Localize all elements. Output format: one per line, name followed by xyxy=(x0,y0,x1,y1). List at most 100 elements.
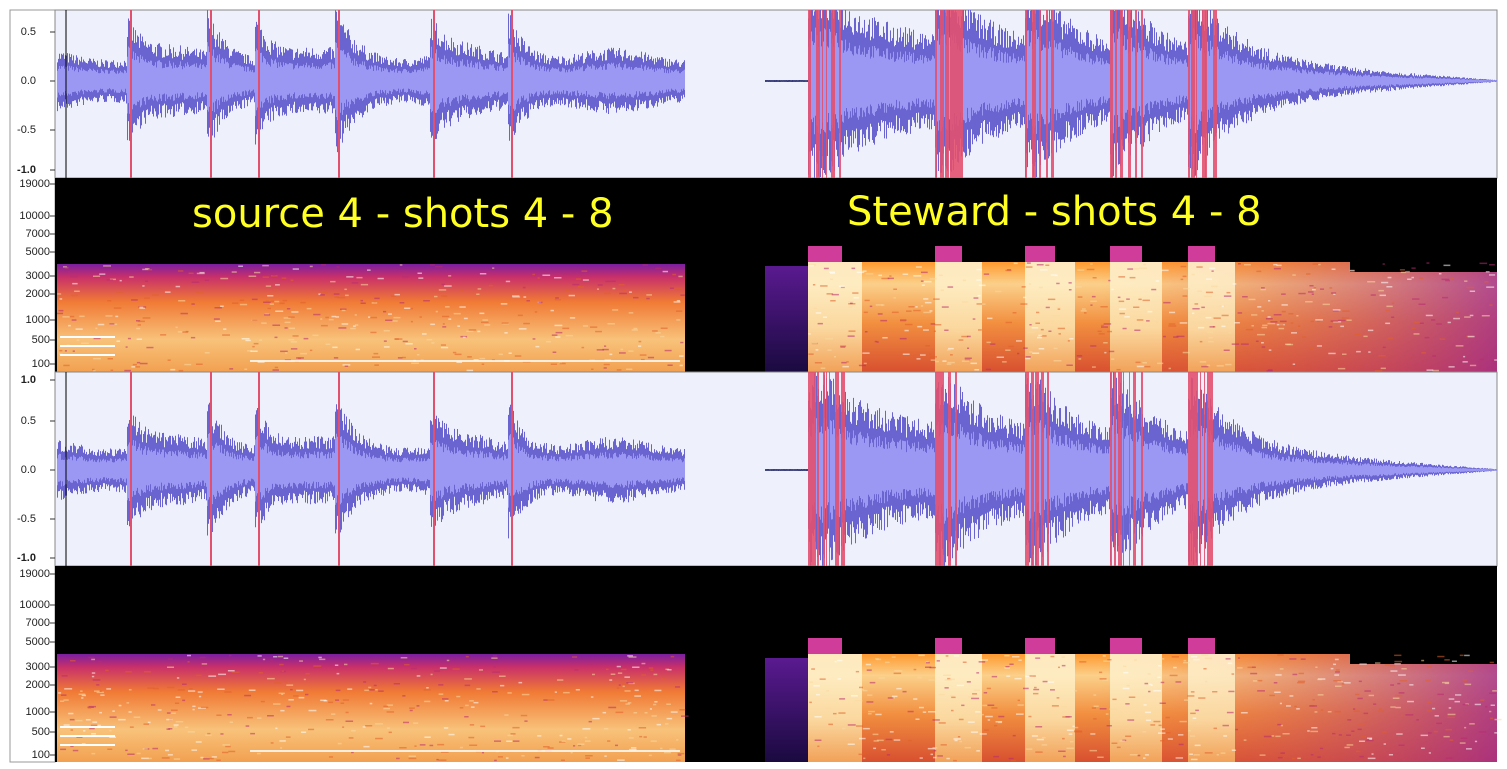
noise xyxy=(1216,365,1224,367)
noise xyxy=(1469,314,1474,317)
noise xyxy=(72,282,78,285)
noise xyxy=(399,264,403,266)
noise xyxy=(609,353,613,356)
noise xyxy=(145,280,149,282)
noise xyxy=(265,285,272,287)
noise xyxy=(200,756,204,759)
noise xyxy=(1225,658,1231,660)
noise xyxy=(320,324,328,327)
noise xyxy=(1144,711,1152,714)
noise xyxy=(89,727,95,730)
noise xyxy=(126,702,130,704)
noise xyxy=(878,274,882,277)
noise xyxy=(1359,663,1367,665)
noise xyxy=(603,367,607,369)
noise xyxy=(946,363,952,365)
clip-marker xyxy=(1025,10,1027,178)
noise xyxy=(1062,737,1065,740)
noise xyxy=(282,299,288,302)
noise xyxy=(168,658,173,660)
noise xyxy=(1148,690,1151,693)
noise xyxy=(1368,351,1371,353)
noise xyxy=(676,739,679,741)
noise xyxy=(1332,310,1339,312)
tone-line xyxy=(250,750,680,752)
noise xyxy=(291,311,299,313)
noise xyxy=(554,324,563,327)
noise xyxy=(1426,710,1433,712)
noise xyxy=(907,710,914,713)
noise xyxy=(205,734,212,736)
noise xyxy=(254,271,261,274)
noise xyxy=(176,677,180,679)
noise xyxy=(1340,325,1345,328)
noise xyxy=(1137,754,1141,757)
noise xyxy=(1394,663,1401,665)
noise xyxy=(68,712,74,715)
noise xyxy=(916,358,921,360)
noise xyxy=(148,268,153,271)
noise xyxy=(112,710,115,712)
noise xyxy=(504,332,508,334)
clip-marker xyxy=(1207,372,1210,566)
noise xyxy=(954,739,958,742)
noise xyxy=(957,736,961,738)
noise xyxy=(1464,316,1471,318)
noise xyxy=(500,303,508,305)
noise xyxy=(667,364,673,366)
noise xyxy=(523,322,530,325)
noise xyxy=(1025,357,1031,360)
noise xyxy=(1244,264,1251,266)
noise xyxy=(303,337,309,340)
noise xyxy=(884,661,890,664)
noise xyxy=(535,345,540,348)
noise xyxy=(1159,702,1166,704)
clip-marker xyxy=(1133,372,1136,566)
clip-marker xyxy=(831,10,835,178)
noise xyxy=(1168,323,1176,325)
noise xyxy=(467,356,472,358)
noise xyxy=(809,701,812,704)
noise xyxy=(1035,322,1041,324)
noise xyxy=(1341,317,1349,319)
noise xyxy=(650,740,657,742)
noise xyxy=(410,320,413,323)
noise xyxy=(360,299,364,302)
clip-marker xyxy=(1041,372,1044,566)
noise xyxy=(1129,276,1136,279)
noise xyxy=(251,298,258,301)
noise xyxy=(1480,358,1484,361)
noise xyxy=(1057,327,1065,330)
noise xyxy=(680,341,684,344)
noise xyxy=(1411,276,1415,279)
noise xyxy=(1306,273,1311,275)
noise xyxy=(319,658,326,661)
noise xyxy=(584,736,588,739)
noise xyxy=(1327,711,1332,713)
noise xyxy=(1090,300,1097,302)
noise xyxy=(846,361,849,363)
noise xyxy=(231,271,237,273)
caption: source 4 - shots 4 - 8 xyxy=(192,191,614,237)
noise xyxy=(491,657,498,659)
noise xyxy=(191,281,200,283)
noise xyxy=(1234,322,1240,324)
noise xyxy=(250,350,258,352)
noise xyxy=(125,346,128,348)
noise xyxy=(875,713,882,716)
spectrogram-fade xyxy=(1100,262,1497,372)
noise xyxy=(1261,326,1268,329)
noise xyxy=(825,707,832,709)
noise xyxy=(286,684,294,686)
clip-marker xyxy=(935,372,938,566)
noise xyxy=(1409,684,1414,686)
noise xyxy=(1342,310,1350,312)
noise xyxy=(1143,365,1151,368)
noise xyxy=(402,695,406,697)
noise xyxy=(1178,734,1184,736)
noise xyxy=(1074,730,1082,732)
noise xyxy=(76,339,80,341)
noise xyxy=(638,340,642,343)
noise xyxy=(1357,697,1363,700)
noise xyxy=(175,326,178,329)
